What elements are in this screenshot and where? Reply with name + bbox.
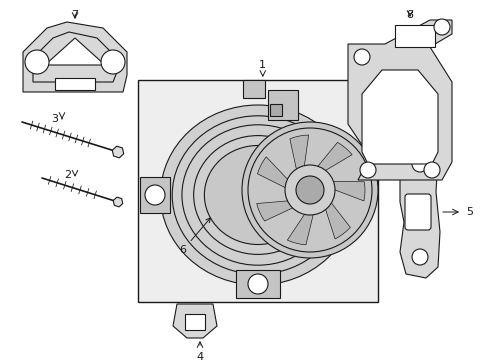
Text: 1: 1 bbox=[259, 60, 266, 70]
Circle shape bbox=[411, 204, 427, 220]
Bar bbox=[394, 25, 434, 47]
Polygon shape bbox=[113, 197, 122, 207]
Circle shape bbox=[285, 165, 334, 215]
Text: 2: 2 bbox=[64, 170, 71, 180]
Circle shape bbox=[423, 162, 439, 178]
Ellipse shape bbox=[204, 145, 311, 244]
Text: 5: 5 bbox=[465, 207, 472, 217]
Polygon shape bbox=[314, 142, 351, 173]
Polygon shape bbox=[324, 199, 349, 239]
Circle shape bbox=[433, 19, 449, 35]
Circle shape bbox=[247, 274, 267, 294]
FancyBboxPatch shape bbox=[404, 194, 430, 230]
Polygon shape bbox=[361, 70, 437, 164]
Polygon shape bbox=[399, 147, 439, 278]
Circle shape bbox=[411, 156, 427, 172]
Text: 3: 3 bbox=[51, 114, 59, 124]
Text: 8: 8 bbox=[406, 10, 413, 20]
Polygon shape bbox=[327, 181, 364, 201]
Polygon shape bbox=[347, 20, 451, 180]
Bar bbox=[236, 270, 280, 298]
Polygon shape bbox=[256, 201, 297, 221]
Bar bbox=[140, 177, 170, 213]
Circle shape bbox=[295, 176, 324, 204]
Polygon shape bbox=[23, 22, 127, 92]
Bar bbox=[55, 78, 95, 90]
Circle shape bbox=[25, 50, 49, 74]
Circle shape bbox=[242, 122, 377, 258]
Polygon shape bbox=[289, 135, 308, 174]
Bar bbox=[269, 104, 282, 116]
Text: 6: 6 bbox=[179, 218, 210, 255]
Polygon shape bbox=[287, 210, 314, 245]
Circle shape bbox=[101, 50, 125, 74]
Circle shape bbox=[353, 49, 369, 65]
Ellipse shape bbox=[160, 105, 355, 285]
Text: 4: 4 bbox=[196, 352, 203, 360]
Polygon shape bbox=[257, 157, 291, 190]
Bar bbox=[243, 80, 264, 98]
Text: 7: 7 bbox=[71, 10, 79, 20]
Polygon shape bbox=[45, 38, 105, 65]
Circle shape bbox=[411, 249, 427, 265]
Bar bbox=[267, 90, 297, 120]
Bar bbox=[138, 80, 377, 302]
Circle shape bbox=[145, 185, 164, 205]
Circle shape bbox=[359, 162, 375, 178]
Bar bbox=[184, 314, 204, 330]
Polygon shape bbox=[112, 146, 123, 158]
Polygon shape bbox=[173, 304, 217, 338]
